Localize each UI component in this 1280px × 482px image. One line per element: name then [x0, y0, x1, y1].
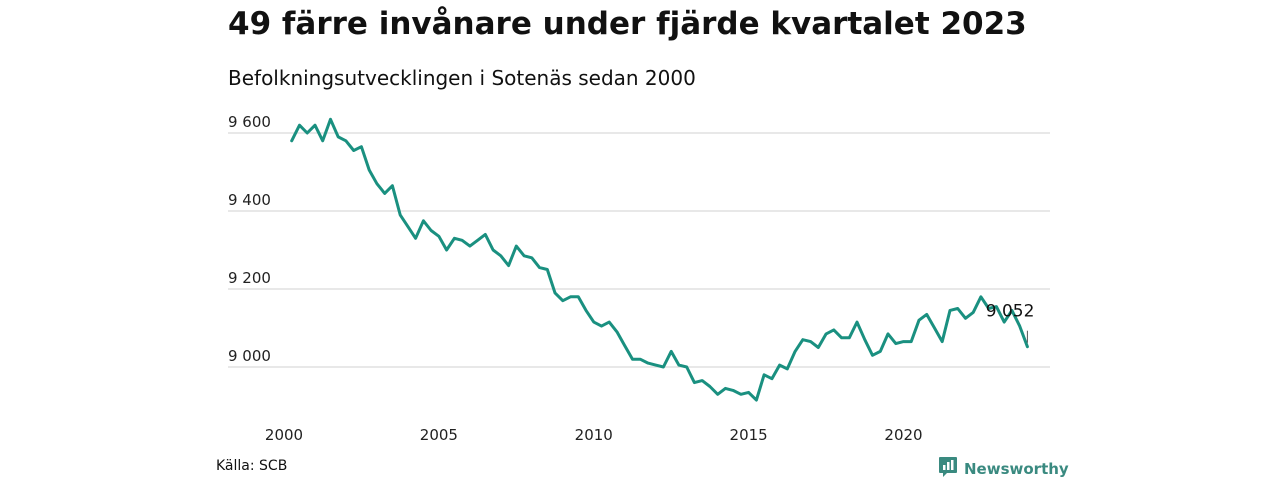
x-tick-label: 2000 [265, 426, 303, 444]
newsworthy-logo-icon [938, 456, 958, 482]
y-tick-label: 9 200 [228, 269, 271, 287]
brand-logo[interactable]: Newsworthy [938, 456, 1069, 482]
x-tick-label: 2020 [884, 426, 922, 444]
y-tick-label: 9 000 [228, 347, 271, 365]
brand-name: Newsworthy [964, 460, 1069, 478]
end-value-label: 9 052 [986, 302, 1035, 322]
y-tick-label: 9 600 [228, 113, 271, 131]
x-tick-label: 2010 [575, 426, 613, 444]
source-label: Källa: SCB [216, 458, 288, 474]
chart-title: 49 färre invånare under fjärde kvartalet… [228, 6, 1027, 42]
chart-subtitle: Befolkningsutvecklingen i Sotenäs sedan … [228, 66, 696, 90]
x-tick-label: 2005 [420, 426, 458, 444]
series-line [290, 117, 1029, 402]
x-tick-label: 2015 [730, 426, 768, 444]
y-tick-label: 9 400 [228, 191, 271, 209]
